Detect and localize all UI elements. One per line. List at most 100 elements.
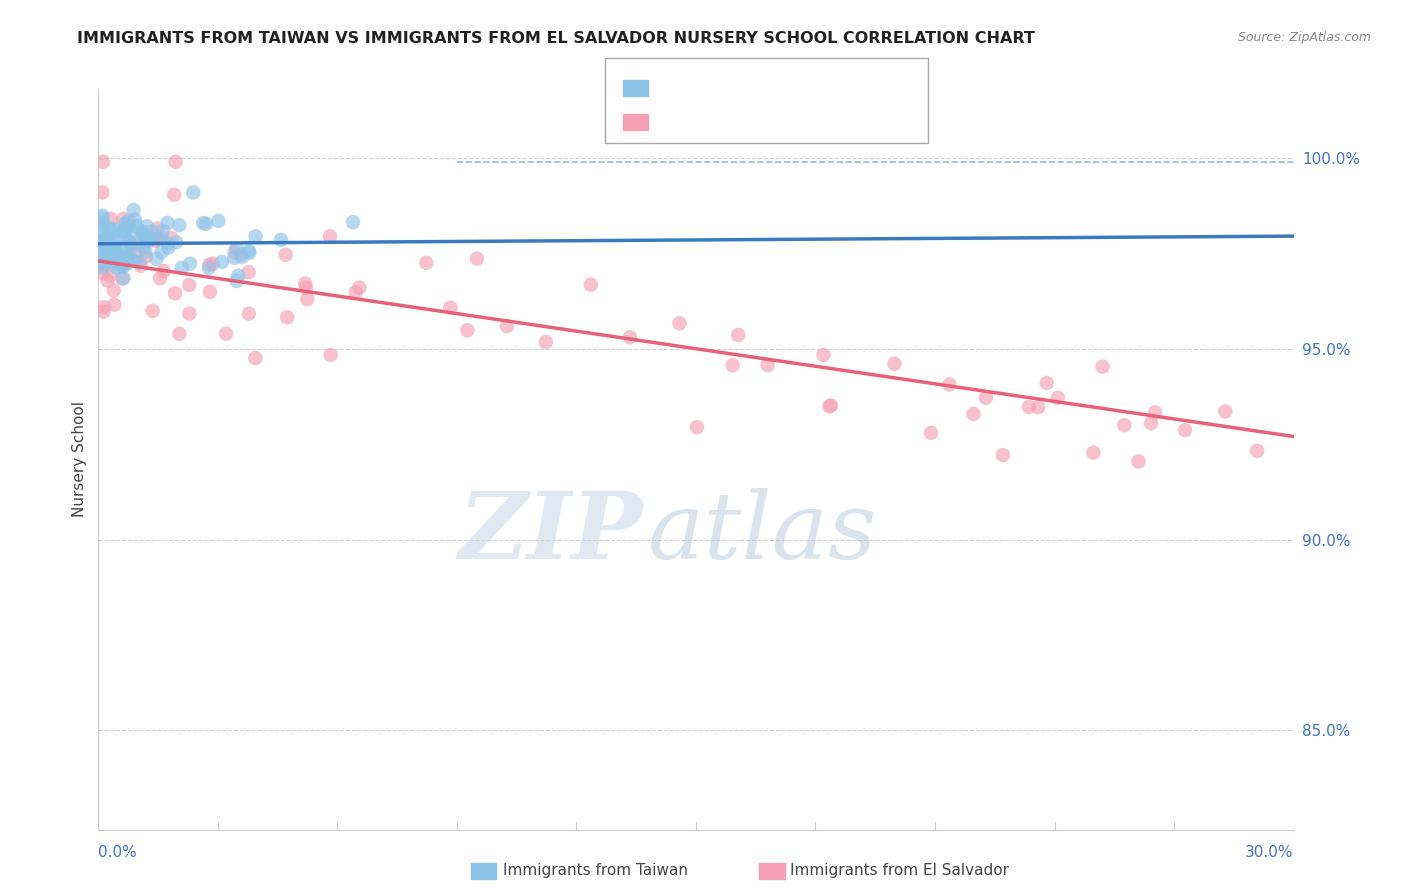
Point	[179, 306, 201, 320]
Point	[115, 249, 138, 263]
Point	[1035, 376, 1057, 390]
Point	[111, 271, 134, 285]
Point	[152, 224, 174, 238]
Point	[1246, 443, 1268, 458]
Point	[150, 230, 173, 244]
Point	[813, 348, 835, 362]
Point	[120, 224, 142, 238]
Point	[124, 212, 146, 227]
Text: R =   0.035   N = 93: R = 0.035 N = 93	[659, 80, 814, 95]
Point	[211, 255, 233, 269]
Point	[319, 229, 342, 244]
Point	[820, 399, 842, 413]
Text: IMMIGRANTS FROM TAIWAN VS IMMIGRANTS FROM EL SALVADOR NURSERY SCHOOL CORRELATION: IMMIGRANTS FROM TAIWAN VS IMMIGRANTS FRO…	[77, 31, 1035, 46]
Point	[100, 211, 122, 226]
Point	[215, 326, 238, 341]
Point	[104, 239, 127, 253]
Point	[920, 425, 942, 440]
Point	[122, 202, 145, 217]
Point	[91, 260, 114, 275]
Point	[344, 285, 367, 300]
Point	[686, 420, 709, 434]
Point	[1018, 400, 1040, 414]
Point	[962, 407, 984, 421]
Point	[107, 248, 129, 262]
Point	[122, 253, 145, 268]
Point	[149, 271, 172, 285]
Point	[295, 281, 318, 295]
Point	[96, 242, 118, 256]
Point	[120, 247, 142, 261]
Point	[156, 216, 179, 230]
Point	[165, 154, 187, 169]
Point	[349, 280, 371, 294]
Point	[131, 225, 153, 239]
Point	[112, 212, 135, 227]
Point	[94, 256, 117, 270]
Point	[238, 245, 260, 260]
Point	[103, 233, 125, 247]
Point	[91, 234, 114, 248]
Point	[169, 326, 191, 341]
Point	[98, 221, 121, 235]
Point	[169, 219, 191, 233]
Point	[145, 252, 167, 266]
Point	[134, 244, 156, 259]
Text: ZIP: ZIP	[458, 489, 643, 578]
Point	[105, 260, 128, 275]
Point	[1091, 359, 1114, 374]
Point	[91, 244, 114, 258]
Point	[160, 231, 183, 245]
Point	[245, 351, 267, 365]
Point	[105, 244, 128, 259]
Point	[148, 232, 170, 246]
Point	[112, 252, 135, 266]
Point	[117, 219, 139, 233]
Point	[104, 242, 127, 256]
Point	[276, 310, 298, 325]
Point	[170, 260, 193, 275]
Point	[1128, 454, 1150, 468]
Point	[157, 241, 180, 255]
Point	[128, 256, 150, 270]
Point	[146, 221, 169, 235]
Point	[1174, 423, 1197, 437]
Point	[91, 209, 114, 223]
Point	[245, 229, 267, 244]
Point	[319, 348, 342, 362]
Point	[93, 233, 115, 247]
Point	[118, 235, 141, 250]
Point	[157, 237, 180, 252]
Point	[91, 266, 114, 280]
Point	[124, 236, 146, 251]
Text: 30.0%: 30.0%	[1246, 845, 1294, 860]
Text: R = -0.533   N = 89: R = -0.533 N = 89	[659, 115, 810, 130]
Point	[974, 391, 997, 405]
Point	[342, 215, 364, 229]
Point	[93, 300, 115, 314]
Point	[231, 250, 253, 264]
Point	[93, 241, 115, 255]
Point	[198, 260, 221, 275]
Point	[127, 244, 149, 259]
Point	[756, 358, 779, 372]
Point	[91, 234, 114, 248]
Point	[668, 316, 690, 330]
Point	[117, 251, 139, 265]
Point	[135, 249, 157, 263]
Point	[579, 277, 602, 292]
Point	[135, 219, 157, 234]
Point	[96, 273, 118, 287]
Point	[115, 257, 138, 271]
Text: 0.0%: 0.0%	[98, 845, 138, 860]
Point	[818, 400, 841, 414]
Point	[1215, 404, 1237, 418]
Point	[224, 251, 246, 265]
Point	[132, 240, 155, 254]
Point	[105, 248, 128, 262]
Point	[91, 154, 114, 169]
Point	[98, 253, 121, 268]
Point	[110, 259, 132, 273]
Point	[143, 234, 166, 248]
Text: atlas: atlas	[648, 489, 877, 578]
